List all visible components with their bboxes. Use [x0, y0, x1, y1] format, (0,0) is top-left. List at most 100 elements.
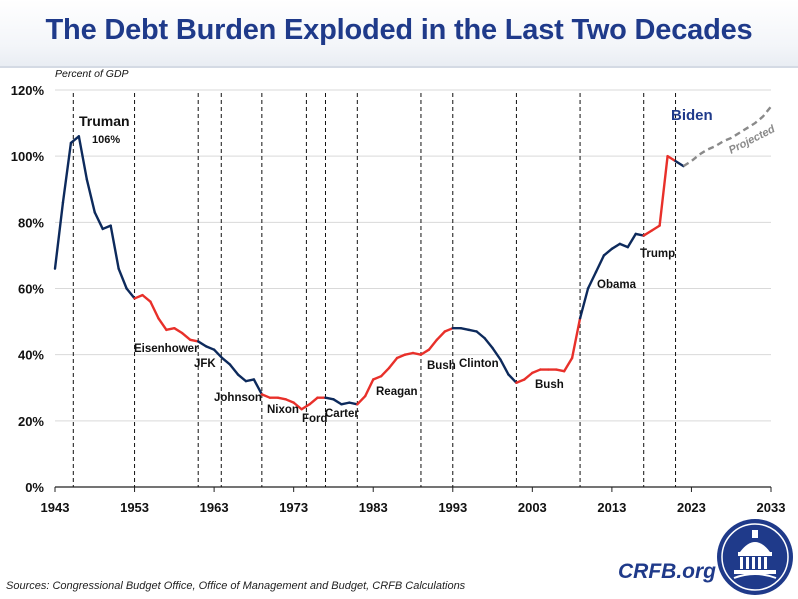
debt-segment	[101, 224, 112, 231]
president-label: Nixon	[267, 404, 299, 416]
debt-segment	[387, 356, 399, 370]
debt-segment	[658, 154, 669, 227]
debt-segment	[93, 211, 104, 231]
president-label: Johnson	[214, 392, 262, 404]
debt-segment	[379, 366, 391, 378]
debt-segment	[308, 396, 319, 406]
debt-segment	[53, 201, 65, 270]
chart-labels: 0% 20% 40% 60% 80% 100% 120% 1943 1953 1963 1973 19…	[11, 68, 786, 515]
debt-segment	[586, 270, 598, 290]
debt-segment	[507, 373, 518, 384]
debt-segment	[85, 178, 96, 214]
x-tick-label: 1963	[200, 500, 229, 515]
debt-segment	[419, 348, 431, 356]
debt-segment	[173, 327, 184, 335]
debt-segment	[467, 328, 478, 333]
projected-line	[682, 105, 772, 168]
debt-line	[53, 105, 772, 411]
debt-segment	[356, 394, 367, 406]
president-label: Ford	[302, 413, 328, 425]
debt-segment	[626, 232, 637, 249]
debt-segment	[141, 293, 152, 303]
debt-segment	[149, 300, 160, 320]
debt-segment	[602, 247, 614, 257]
debt-segment	[196, 340, 208, 348]
debt-segment	[555, 368, 566, 373]
president-label: Obama	[597, 279, 637, 291]
president-label: Bush	[427, 360, 456, 372]
y-tick-label: 40%	[18, 348, 44, 363]
debt-segment	[634, 232, 645, 237]
president-label: Carter	[325, 408, 359, 420]
president-label: Bush	[535, 379, 564, 391]
debt-segment	[61, 141, 73, 204]
y-tick-label: 20%	[18, 414, 44, 429]
debt-segment	[292, 401, 303, 411]
debt-segment	[483, 336, 494, 350]
debt-segment	[125, 287, 136, 300]
y-tick-label: 100%	[11, 149, 45, 164]
debt-segment	[220, 356, 232, 366]
debt-segment	[443, 327, 454, 333]
debt-segment	[642, 229, 653, 237]
sources-note: Sources: Congressional Budget Office, Of…	[6, 580, 466, 592]
debt-segment	[204, 345, 216, 351]
debt-segment	[340, 401, 351, 406]
president-label: Trump	[640, 248, 675, 260]
x-tick-label: 1983	[359, 500, 388, 515]
x-tick-label: 1953	[120, 500, 149, 515]
debt-chart: 0% 20% 40% 60% 80% 100% 120% 1943 1953 1963 1973 19…	[11, 68, 786, 515]
grid-lines	[54, 89, 772, 492]
debt-segment	[133, 293, 144, 300]
x-tick-label: 1993	[438, 500, 467, 515]
debt-segment	[300, 403, 311, 411]
debt-segment	[332, 398, 343, 406]
debt-segment	[189, 338, 200, 343]
debt-segment	[650, 224, 661, 232]
president-label: Truman	[79, 113, 130, 129]
debt-segment	[531, 368, 542, 375]
debt-segment	[348, 401, 359, 406]
debt-segment	[427, 338, 439, 351]
debt-segment	[157, 317, 168, 332]
debt-segment	[578, 287, 590, 320]
debt-segment	[109, 224, 120, 270]
debt-segment	[562, 356, 574, 373]
x-tick-label: 2033	[757, 500, 786, 515]
debt-segment	[324, 396, 335, 401]
debt-segment	[403, 351, 415, 356]
x-tick-label: 2023	[677, 500, 706, 515]
president-label: Reagan	[376, 386, 418, 398]
debt-segment	[252, 378, 264, 396]
debt-segment	[674, 159, 685, 168]
president-label: JFK	[194, 358, 216, 370]
debt-segment	[594, 254, 606, 274]
projected-annotation: Projected	[727, 123, 777, 157]
president-label: Clinton	[459, 358, 499, 370]
debt-segment	[260, 393, 271, 399]
debt-segment	[244, 378, 256, 383]
x-tick-label: 2003	[518, 500, 547, 515]
debt-segment	[411, 351, 423, 356]
y-tick-label: 0%	[25, 480, 44, 495]
debt-segment	[181, 331, 192, 341]
debt-segment	[69, 135, 81, 145]
debt-segment	[618, 242, 629, 249]
debt-segment	[515, 378, 526, 384]
debt-segment	[435, 330, 447, 341]
chart-title: The Debt Burden Exploded in the Last Two…	[45, 14, 753, 46]
debt-segment	[610, 242, 622, 251]
debt-segment	[212, 348, 224, 360]
president-dividers	[72, 93, 677, 487]
crfb-brand: CRFB.org	[618, 560, 716, 583]
crfb-capitol-logo	[717, 519, 793, 595]
peak-annotation: 106%	[92, 134, 120, 146]
debt-segment	[165, 327, 176, 332]
president-label: Biden	[671, 107, 713, 124]
title-bar: The Debt Burden Exploded in the Last Two…	[0, 0, 798, 68]
debt-segment	[117, 267, 128, 290]
y-tick-label: 60%	[18, 282, 44, 297]
president-label: Eisenhower	[134, 343, 199, 355]
debt-segment	[372, 374, 383, 381]
debt-segment	[475, 330, 486, 340]
